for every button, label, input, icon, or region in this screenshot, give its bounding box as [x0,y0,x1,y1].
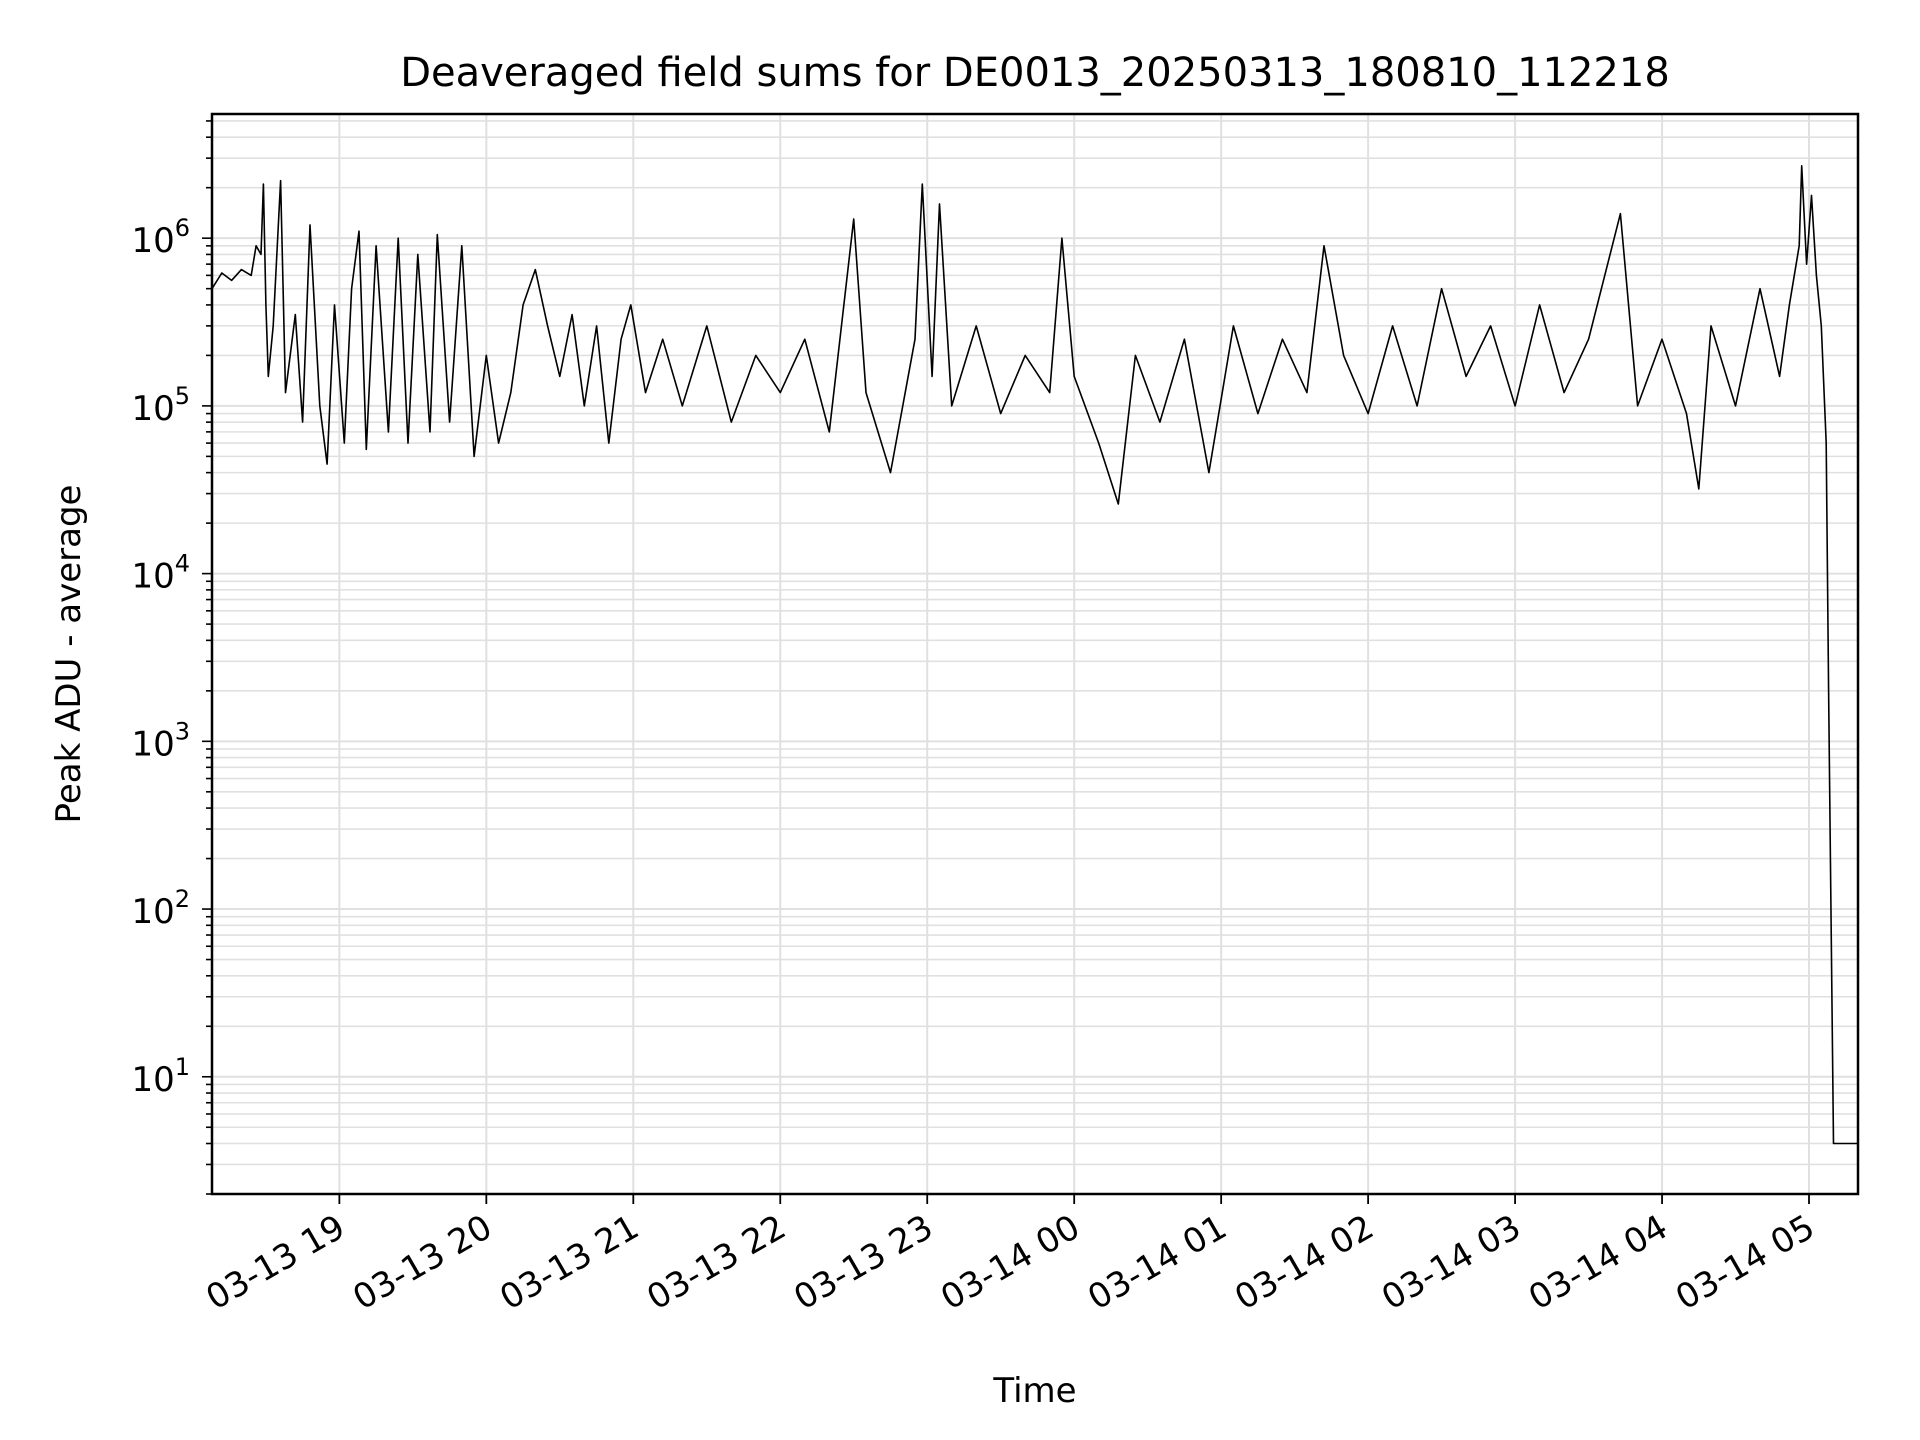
x-tick-label: 03-14 02 [1228,1207,1380,1318]
series-line-group [211,165,1858,1145]
grid [212,114,1858,1195]
y-tick-base: 10 [131,221,174,261]
x-tick-label: 03-13 23 [787,1207,939,1318]
y-axis-label: Peak ADU - average [49,485,89,824]
x-tick-label: 03-13 19 [199,1207,351,1318]
y-tick-exponent: 1 [175,1053,190,1081]
y-tick-label: 103 [131,717,190,764]
y-tick-label: 101 [131,1053,190,1100]
chart-title: Deaveraged field sums for DE0013_2025031… [400,50,1670,96]
y-tick-base: 10 [131,557,174,597]
y-tick-exponent: 5 [175,382,190,410]
x-tick-label: 03-14 04 [1522,1207,1674,1318]
y-tick-label: 106 [131,214,190,261]
series-line [211,165,1858,1145]
plot-area-frame [210,112,1860,1196]
y-tick-exponent: 3 [175,717,190,745]
y-tick-label: 104 [131,550,190,597]
x-axis-label: Time [992,1371,1076,1411]
y-tick-exponent: 2 [175,885,190,913]
x-tick-label: 03-14 01 [1081,1207,1233,1318]
y-tick-base: 10 [131,389,174,429]
y-tick-exponent: 4 [175,550,190,578]
y-tick-base: 10 [131,1060,174,1100]
x-tick-label: 03-13 21 [493,1207,645,1318]
y-tick-exponent: 6 [175,214,190,242]
x-tick-label: 03-13 22 [640,1207,792,1318]
x-tick-label: 03-14 03 [1375,1207,1527,1318]
x-tick-label: 03-14 00 [934,1207,1086,1318]
y-tick-base: 10 [131,724,174,764]
y-tick-label: 105 [131,382,190,429]
x-tick-label: 03-14 05 [1669,1207,1821,1318]
x-tick-label: 03-13 20 [346,1207,498,1318]
y-tick-label: 102 [131,885,190,932]
y-tick-base: 10 [131,892,174,932]
